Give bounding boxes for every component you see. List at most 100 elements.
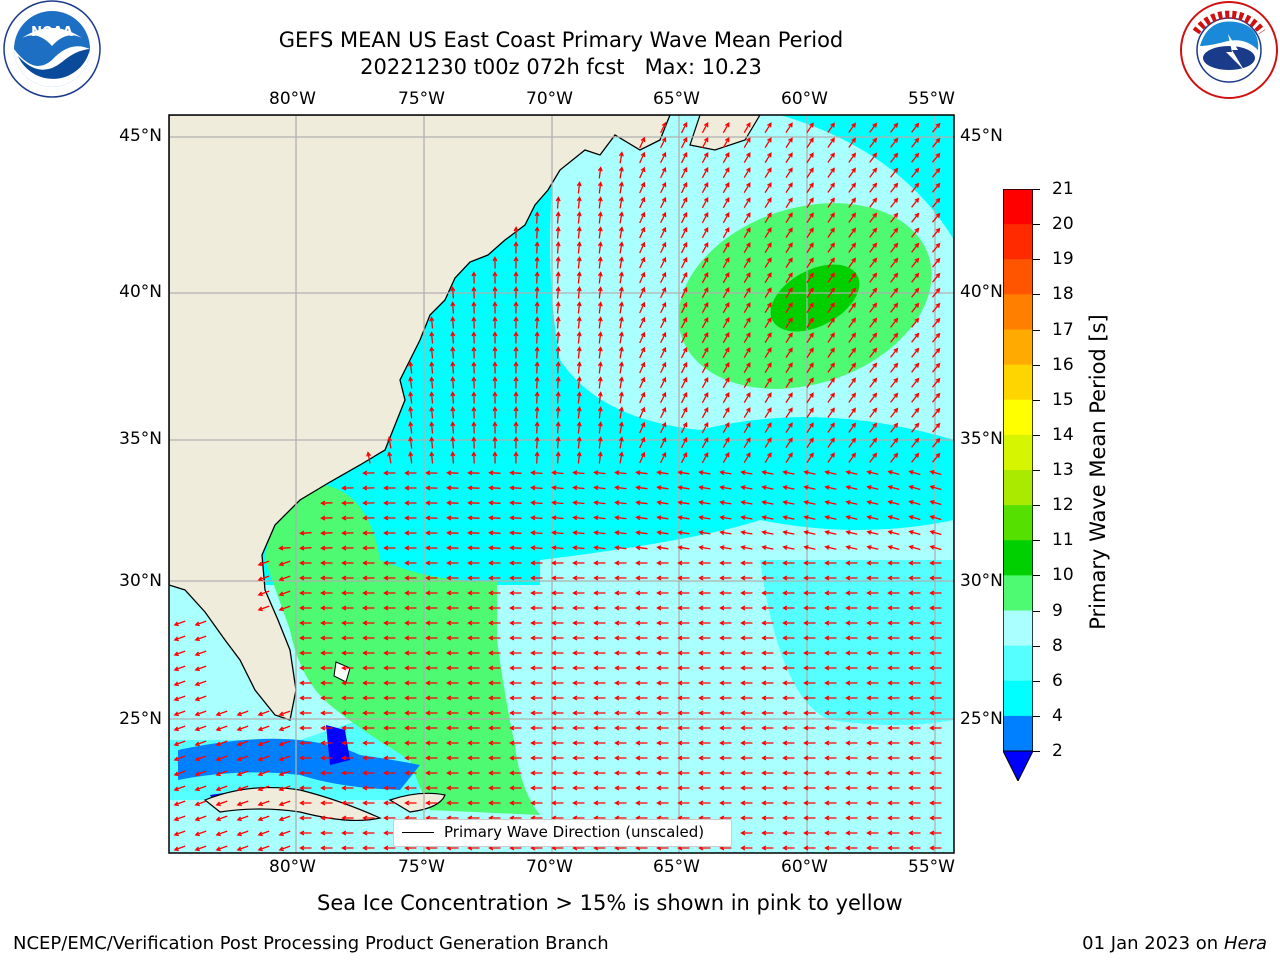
wave-arrow <box>890 152 899 163</box>
wave-arrow <box>761 680 774 686</box>
wave-arrow <box>908 544 921 551</box>
wave-arrow <box>848 242 856 253</box>
wave-arrow <box>887 725 900 731</box>
wave-arrow <box>593 575 606 581</box>
wave-arrow <box>740 530 753 536</box>
wave-arrow <box>929 665 942 671</box>
wave-arrow <box>824 650 837 656</box>
wave-arrow <box>866 755 879 761</box>
wave-arrow <box>719 530 732 536</box>
wave-arrow <box>635 650 648 656</box>
wave-arrow <box>446 530 459 536</box>
wave-arrow <box>764 257 772 269</box>
wave-arrow <box>680 346 688 359</box>
wave-arrow <box>467 590 480 596</box>
wave-arrow <box>492 331 498 344</box>
wave-arrow <box>467 485 480 491</box>
wave-arrow <box>341 485 354 491</box>
wave-arrow <box>509 725 522 731</box>
wave-arrow <box>404 470 417 476</box>
wave-arrow <box>257 845 270 852</box>
wave-arrow <box>827 332 835 343</box>
wave-arrow <box>618 271 624 284</box>
wave-arrow <box>824 695 837 701</box>
wave-arrow <box>425 800 438 806</box>
wave-arrow <box>824 710 837 716</box>
wave-arrow <box>362 845 375 851</box>
wave-arrow <box>806 362 814 373</box>
land-us-east-coast <box>169 115 671 721</box>
wave-arrow <box>806 377 814 388</box>
wave-arrow <box>743 317 751 329</box>
wave-arrow <box>404 575 417 581</box>
wave-arrow <box>680 136 688 149</box>
wave-arrow <box>555 451 561 464</box>
wave-arrow <box>764 242 772 254</box>
wave-arrow <box>911 182 920 193</box>
wave-arrow <box>740 710 753 716</box>
wave-arrow <box>509 740 522 746</box>
wave-arrow <box>362 545 375 551</box>
wave-arrow <box>698 485 711 491</box>
wave-arrow <box>701 332 709 344</box>
wave-arrow <box>576 436 582 449</box>
wave-arrow <box>173 710 186 717</box>
wave-arrow <box>194 830 207 837</box>
wave-arrow <box>680 331 688 344</box>
wave-arrow <box>236 740 249 747</box>
wave-arrow <box>803 710 816 716</box>
wave-arrow <box>551 665 564 671</box>
wave-arrow <box>890 377 899 388</box>
wave-arrow <box>827 362 835 373</box>
wave-arrow <box>932 212 941 223</box>
wave-arrow <box>362 530 375 536</box>
wave-arrow <box>803 830 816 836</box>
wave-arrow <box>785 407 793 418</box>
wave-arrow <box>383 740 396 746</box>
wave-arrow <box>869 227 878 238</box>
colorbar-under-extension <box>1002 750 1034 783</box>
wave-arrow <box>785 302 793 313</box>
wave-arrow <box>845 500 858 505</box>
wave-arrow <box>635 665 648 671</box>
wave-arrow <box>555 286 561 299</box>
wave-arrow <box>743 347 751 359</box>
wave-arrow <box>719 755 732 761</box>
wave-arrow <box>803 785 816 791</box>
wave-arrow <box>362 500 375 506</box>
wave-arrow <box>764 137 772 149</box>
wave-arrow <box>782 545 795 550</box>
wave-arrow <box>450 346 456 359</box>
wave-arrow <box>257 815 270 822</box>
wave-arrow <box>677 635 690 641</box>
wave-arrow <box>740 500 753 506</box>
wave-arrow <box>446 545 459 551</box>
wave-arrow <box>660 271 667 284</box>
wave-arrow <box>866 650 879 656</box>
colorbar-tick <box>1033 751 1040 752</box>
wave-arrow <box>488 590 501 596</box>
wave-arrow <box>719 620 732 626</box>
wave-arrow <box>848 347 856 358</box>
wave-arrow <box>803 800 816 806</box>
wave-arrow <box>827 317 835 328</box>
wave-arrow <box>639 301 646 314</box>
wave-arrow <box>722 212 730 224</box>
wave-arrow <box>806 302 814 313</box>
wave-arrow <box>908 575 921 581</box>
wave-arrow <box>785 197 793 208</box>
wave-arrow <box>555 301 561 314</box>
wave-arrow <box>806 242 814 253</box>
wave-arrow <box>534 331 540 344</box>
colorbar-tick <box>1033 259 1040 261</box>
wave-arrow <box>698 770 711 776</box>
wave-arrow <box>471 436 477 449</box>
wave-arrow <box>173 785 186 792</box>
colorbar-swatch <box>1003 715 1033 752</box>
wave-arrow <box>614 650 627 656</box>
colorbar-swatch <box>1003 364 1033 401</box>
wave-arrow <box>680 436 688 449</box>
colorbar-swatch <box>1003 470 1033 506</box>
wave-arrow <box>446 635 459 641</box>
wave-arrow <box>911 257 920 268</box>
